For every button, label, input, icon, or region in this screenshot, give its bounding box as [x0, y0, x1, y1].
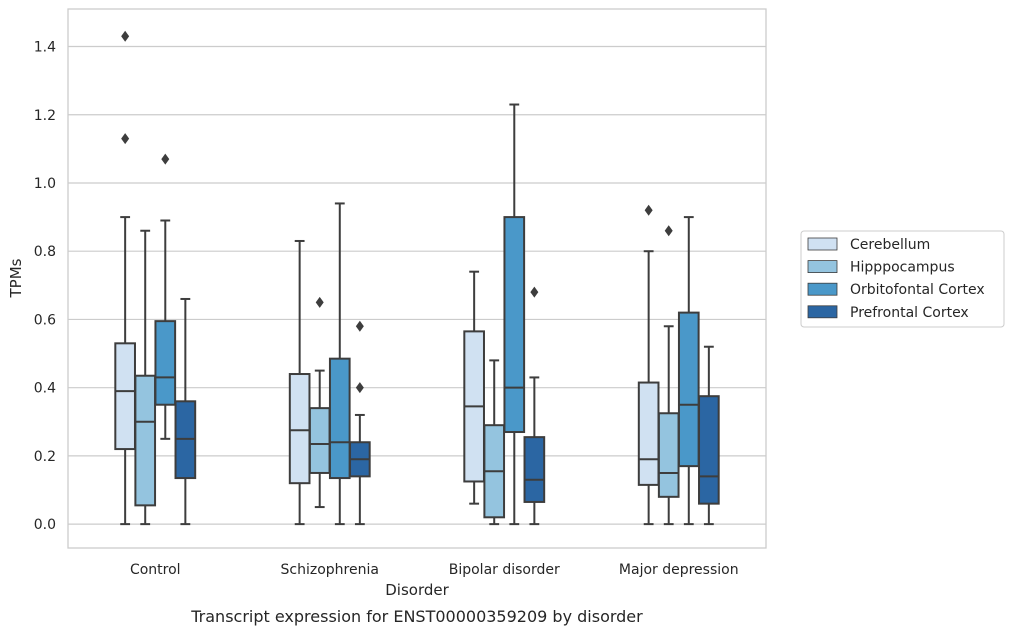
outlier-point: [121, 133, 130, 145]
outlier-point: [315, 296, 324, 308]
legend-swatch: [807, 305, 838, 319]
iqr-box: [308, 407, 331, 474]
legend-swatch: [807, 282, 838, 296]
iqr-box: [134, 374, 157, 507]
x-tick-label: Major depression: [619, 562, 739, 578]
outlier-point: [121, 30, 130, 42]
y-axis-label: TPMs: [7, 258, 25, 298]
outlier-point: [355, 382, 364, 394]
box-0-0: [114, 30, 136, 526]
outlier-point: [161, 153, 170, 165]
y-tick-label: 0.0: [34, 517, 56, 533]
y-tick-label: 0.8: [34, 244, 56, 260]
y-tick-label: 0.4: [34, 381, 56, 397]
iqr-box: [523, 436, 546, 503]
iqr-box: [698, 395, 720, 505]
x-tick-label: Control: [130, 562, 181, 578]
outlier-point: [644, 204, 653, 216]
legend-item: Hipppocampus: [807, 260, 955, 276]
legend-label: Prefrontal Cortex: [850, 305, 969, 321]
chart-caption: Transcript expression for ENST0000035920…: [190, 607, 643, 626]
legend-label: Cerebellum: [850, 237, 930, 253]
legend-frame: [800, 230, 1005, 328]
y-tick-label: 1.0: [34, 176, 56, 192]
x-tick-label: Bipolar disorder: [449, 562, 560, 578]
x-tick-label: Schizophrenia: [281, 562, 379, 578]
legend-label: Orbitofontal Cortex: [850, 282, 985, 298]
legend-swatch: [807, 237, 838, 251]
legend-label: Hipppocampus: [850, 260, 955, 276]
box-1-0: [134, 229, 157, 526]
x-axis-label: Disorder: [385, 581, 449, 599]
box-0-3: [637, 204, 660, 526]
box-2-0: [154, 153, 177, 440]
box-2-2: [503, 103, 526, 526]
outlier-point: [664, 225, 673, 237]
box-2-3: [677, 216, 700, 526]
box-2-1: [328, 202, 351, 526]
y-tick-label: 0.2: [34, 449, 56, 465]
iqr-box: [154, 320, 177, 406]
box-3-1: [349, 320, 371, 526]
legend: Cerebellum Hipppocampus Orbitofontal Corte…: [800, 230, 1005, 328]
box-3-3: [698, 345, 720, 526]
box-3-0: [174, 297, 197, 526]
legend-item: Prefrontal Cortex: [807, 305, 969, 321]
legend-swatch: [807, 260, 838, 274]
iqr-box: [288, 373, 311, 485]
iqr-box: [637, 381, 660, 486]
legend-item: Orbitofontal Cortex: [807, 282, 985, 298]
plot-frame: [67, 8, 767, 549]
box-1-3: [657, 225, 680, 526]
box-1-2: [483, 359, 506, 526]
iqr-box: [503, 216, 526, 434]
outlier-point: [355, 320, 364, 332]
box-0-2: [463, 270, 485, 505]
iqr-box: [114, 342, 136, 451]
iqr-box: [657, 412, 680, 498]
legend-item: Cerebellum: [807, 237, 930, 253]
y-tick-label: 0.6: [34, 312, 56, 328]
y-tick-label: 1.2: [34, 108, 56, 124]
iqr-box: [328, 357, 351, 480]
y-tick-label: 1.4: [34, 40, 56, 56]
iqr-box: [677, 311, 700, 468]
outlier-point: [530, 286, 539, 298]
box-3-2: [523, 286, 546, 526]
